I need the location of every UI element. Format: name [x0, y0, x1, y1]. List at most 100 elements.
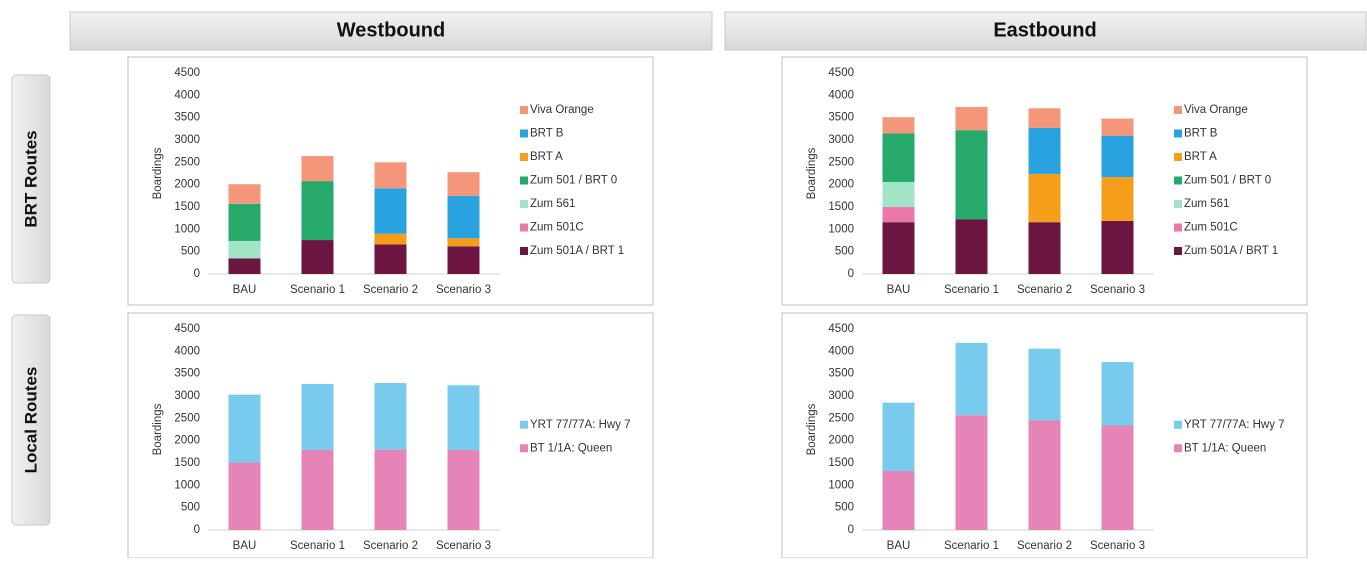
y-tick-label: 4500	[828, 67, 854, 79]
y-tick-label: 4000	[174, 89, 200, 101]
legend-swatch	[1174, 420, 1182, 429]
bar-segment	[447, 172, 480, 196]
legend-swatch	[520, 106, 528, 114]
legend-label: YRT 77/77A: Hwy 7	[530, 419, 631, 431]
x-tick-label: Scenario 1	[290, 284, 345, 296]
y-tick-label: 2000	[828, 435, 854, 447]
bar-segment	[1028, 420, 1061, 530]
bar-segment	[955, 106, 988, 131]
legend-label: YRT 77/77A: Hwy 7	[1184, 419, 1285, 431]
y-tick-label: 0	[194, 268, 200, 280]
row-header-box	[11, 74, 51, 284]
bar-segment	[882, 117, 915, 134]
legend-swatch	[1174, 247, 1182, 255]
bar-segment	[447, 246, 480, 274]
y-tick-label: 1000	[174, 223, 200, 235]
row-header: Local Routes	[21, 367, 40, 474]
bar-segment	[1028, 173, 1061, 223]
legend-swatch	[1174, 106, 1182, 114]
y-tick-label: 3000	[174, 134, 200, 146]
legend-swatch	[1174, 129, 1182, 138]
bar-segment	[228, 184, 261, 204]
y-tick-label: 4000	[828, 345, 854, 357]
bar-segment	[301, 181, 334, 241]
bar-segment	[374, 383, 407, 450]
y-tick-label: 2500	[174, 412, 200, 424]
y-tick-label: 4500	[174, 323, 200, 335]
y-tick-label: 4500	[174, 67, 200, 79]
bar-segment	[1101, 135, 1134, 178]
legend-label: BRT A	[1184, 151, 1217, 163]
bar-segment	[447, 238, 480, 247]
bar-segment	[447, 385, 480, 451]
y-tick-label: 2000	[828, 179, 854, 191]
legend-swatch	[1174, 200, 1182, 208]
y-tick-label: 2000	[174, 435, 200, 447]
x-tick-label: BAU	[887, 284, 911, 296]
y-axis-label: Boardings	[152, 147, 164, 199]
y-tick-label: 3500	[174, 112, 200, 124]
x-tick-label: BAU	[233, 540, 257, 552]
bar-segment	[1028, 127, 1061, 174]
y-tick-label: 3500	[828, 112, 854, 124]
legend-label: Zum 561	[530, 198, 575, 210]
x-tick-label: BAU	[233, 284, 257, 296]
bar-segment	[228, 394, 261, 463]
y-axis-label: Boardings	[806, 403, 818, 455]
bar-segment	[1028, 348, 1061, 421]
x-tick-label: Scenario 2	[363, 284, 418, 296]
x-tick-label: Scenario 2	[1017, 284, 1072, 296]
bar-segment	[955, 415, 988, 530]
column-header-box	[69, 11, 713, 51]
y-tick-label: 0	[848, 524, 854, 536]
row-header: BRT Routes	[21, 130, 40, 227]
legend-swatch	[520, 153, 528, 161]
y-tick-label: 500	[181, 502, 200, 514]
bar-segment	[1101, 425, 1134, 530]
y-tick-label: 3500	[174, 368, 200, 380]
y-tick-label: 1000	[828, 479, 854, 491]
y-tick-label: 4000	[828, 89, 854, 101]
x-tick-label: Scenario 3	[436, 284, 491, 296]
y-tick-label: 1500	[174, 457, 200, 469]
bar-segment	[955, 219, 988, 274]
y-tick-label: 0	[194, 524, 200, 536]
legend-label: Zum 501C	[1184, 222, 1238, 234]
legend-label: BRT B	[1184, 128, 1218, 140]
x-tick-label: Scenario 3	[1090, 540, 1145, 552]
y-tick-label: 500	[835, 502, 854, 514]
legend-swatch	[520, 247, 528, 255]
legend-swatch	[1174, 444, 1182, 453]
y-tick-label: 3000	[174, 390, 200, 402]
y-tick-label: 1000	[174, 479, 200, 491]
bar-segment	[882, 471, 915, 530]
bar-segment	[882, 222, 915, 274]
legend-label: Zum 561	[1184, 198, 1229, 210]
y-tick-label: 3000	[828, 134, 854, 146]
y-tick-label: 1500	[174, 201, 200, 213]
y-tick-label: 4000	[174, 345, 200, 357]
bar-segment	[374, 449, 407, 530]
x-tick-label: BAU	[887, 540, 911, 552]
bar-segment	[301, 450, 334, 530]
legend-label: Zum 501A / BRT 1	[530, 245, 624, 257]
legend-label: Viva Orange	[1184, 104, 1248, 116]
bar-segment	[882, 207, 915, 223]
legend-swatch	[1174, 223, 1182, 232]
y-axis-label: Boardings	[152, 403, 164, 455]
x-tick-label: Scenario 3	[1090, 284, 1145, 296]
y-tick-label: 3000	[828, 390, 854, 402]
row-header-box	[11, 314, 51, 526]
y-tick-label: 0	[848, 268, 854, 280]
y-tick-label: 1500	[828, 457, 854, 469]
legend-swatch	[1174, 176, 1182, 185]
legend-swatch	[1174, 153, 1182, 161]
legend-swatch	[520, 200, 528, 208]
bar-segment	[374, 188, 407, 234]
legend-label: Zum 501 / BRT 0	[1184, 175, 1271, 187]
bar-segment	[1101, 220, 1134, 274]
bar-segment	[228, 203, 261, 241]
bar-segment	[882, 133, 915, 182]
y-tick-label: 500	[181, 246, 200, 258]
legend-label: BT 1/1A: Queen	[1184, 442, 1266, 454]
